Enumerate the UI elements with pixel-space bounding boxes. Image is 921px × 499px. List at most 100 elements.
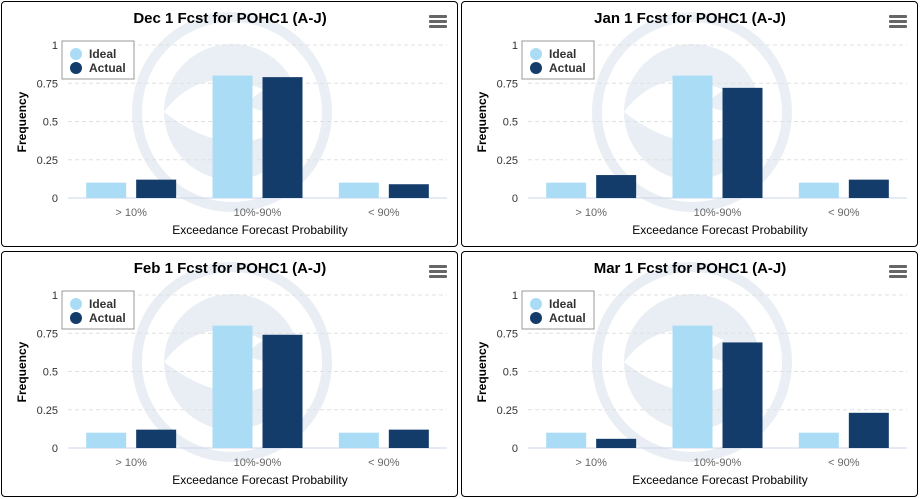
legend-label-actual: Actual — [89, 61, 126, 75]
bar-ideal-0 — [546, 432, 587, 448]
y-tick-label: 0.25 — [37, 155, 58, 167]
watermark-ring — [132, 12, 332, 212]
x-tick-label: 10%-90% — [694, 207, 742, 219]
y-tick-label: 0.5 — [503, 367, 518, 379]
x-axis-title: Exceedance Forecast Probability — [172, 473, 347, 487]
chart-panel-dec: 0 0.25 0.5 0.75 1 > 10% 10%-90% < 90% Dec 1 Fcst… — [1, 1, 458, 247]
bar-ideal-1 — [212, 75, 253, 198]
y-tick-label: 0.75 — [37, 78, 58, 90]
bar-actual-2 — [388, 429, 429, 448]
x-tick-label: 10%-90% — [694, 457, 742, 469]
legend-label-actual: Actual — [549, 311, 586, 325]
y-tick-label: 1 — [52, 40, 58, 52]
watermark-ring — [132, 262, 332, 462]
x-tick-label: < 90% — [368, 457, 400, 469]
legend-marker-actual — [70, 312, 82, 324]
bar-ideal-1 — [212, 325, 253, 448]
chart-svg: 0 0.25 0.5 0.75 1 > 10% 10%-90% < 90% Jan 1 Fcst… — [475, 10, 907, 237]
bar-ideal-0 — [546, 182, 587, 198]
legend-marker-ideal — [70, 48, 82, 60]
y-tick-label: 0 — [52, 193, 58, 205]
bar-ideal-0 — [86, 432, 127, 448]
y-tick-label: 0.75 — [497, 78, 518, 90]
legend-marker-actual — [530, 62, 542, 74]
legend-marker-ideal — [530, 298, 542, 310]
x-tick-label: 10%-90% — [234, 207, 282, 219]
bar-actual-1 — [262, 334, 303, 448]
bar-actual-0 — [136, 429, 177, 448]
y-tick-label: 0 — [512, 443, 518, 455]
x-tick-label: > 10% — [575, 457, 607, 469]
legend-label-ideal: Ideal — [549, 297, 576, 311]
chart-menu-button[interactable] — [889, 265, 907, 279]
bar-ideal-2 — [338, 182, 379, 198]
legend-marker-actual — [530, 312, 542, 324]
bar-ideal-2 — [798, 432, 839, 448]
y-axis-title: Frequency — [15, 91, 29, 152]
x-tick-label: < 90% — [828, 457, 860, 469]
y-axis-title: Frequency — [475, 91, 489, 152]
x-tick-label: > 10% — [575, 207, 607, 219]
y-tick-label: 0.5 — [43, 117, 58, 129]
x-tick-label: > 10% — [115, 207, 147, 219]
y-tick-label: 1 — [512, 290, 518, 302]
x-axis-title: Exceedance Forecast Probability — [632, 473, 807, 487]
chart-svg: 0 0.25 0.5 0.75 1 > 10% 10%-90% < 90% Mar 1 Fcst… — [475, 260, 907, 487]
chart-panel-jan: 0 0.25 0.5 0.75 1 > 10% 10%-90% < 90% Jan 1 Fcst… — [461, 1, 918, 247]
y-tick-label: 0 — [512, 193, 518, 205]
chart-menu-button[interactable] — [429, 265, 447, 279]
bar-actual-2 — [388, 184, 429, 198]
legend-marker-actual — [70, 62, 82, 74]
chart-menu-button[interactable] — [889, 15, 907, 29]
y-tick-label: 0.75 — [37, 328, 58, 340]
bar-actual-2 — [848, 412, 889, 448]
legend-label-actual: Actual — [549, 61, 586, 75]
bar-ideal-0 — [86, 182, 127, 198]
bar-actual-1 — [262, 77, 303, 198]
bar-actual-2 — [848, 179, 889, 198]
bar-actual-0 — [136, 179, 177, 198]
bar-ideal-2 — [338, 432, 379, 448]
bar-actual-1 — [722, 342, 763, 448]
x-tick-label: < 90% — [368, 207, 400, 219]
legend-marker-ideal — [530, 48, 542, 60]
chart-panel-feb: 0 0.25 0.5 0.75 1 > 10% 10%-90% < 90% Feb 1 Fcst… — [1, 251, 458, 497]
chart-title: Dec 1 Fcst for POHC1 (A-J) — [133, 10, 326, 27]
legend-label-actual: Actual — [89, 311, 126, 325]
chart-menu-button[interactable] — [429, 15, 447, 29]
bar-actual-0 — [596, 438, 637, 448]
y-tick-label: 0 — [52, 443, 58, 455]
y-tick-label: 0.5 — [503, 117, 518, 129]
legend-label-ideal: Ideal — [89, 47, 116, 61]
bar-ideal-1 — [672, 75, 713, 198]
bar-ideal-1 — [672, 325, 713, 448]
y-tick-label: 1 — [512, 40, 518, 52]
y-tick-label: 0.25 — [497, 405, 518, 417]
legend-label-ideal: Ideal — [549, 47, 576, 61]
watermark-ring — [592, 12, 792, 212]
bar-actual-1 — [722, 87, 763, 198]
y-axis-title: Frequency — [475, 341, 489, 402]
chart-svg: 0 0.25 0.5 0.75 1 > 10% 10%-90% < 90% Feb 1 Fcst… — [15, 260, 447, 487]
chart-title: Jan 1 Fcst for POHC1 (A-J) — [594, 10, 786, 27]
chart-title: Mar 1 Fcst for POHC1 (A-J) — [594, 260, 787, 277]
x-tick-label: < 90% — [828, 207, 860, 219]
y-tick-label: 0.25 — [497, 155, 518, 167]
chart-title: Feb 1 Fcst for POHC1 (A-J) — [134, 260, 327, 277]
bar-actual-0 — [596, 175, 637, 198]
x-axis-title: Exceedance Forecast Probability — [172, 223, 347, 237]
y-tick-label: 0.5 — [43, 367, 58, 379]
legend-label-ideal: Ideal — [89, 297, 116, 311]
y-tick-label: 1 — [52, 290, 58, 302]
y-tick-label: 0.75 — [497, 328, 518, 340]
x-tick-label: > 10% — [115, 457, 147, 469]
y-tick-label: 0.25 — [37, 405, 58, 417]
watermark-ring — [592, 262, 792, 462]
bar-ideal-2 — [798, 182, 839, 198]
y-axis-title: Frequency — [15, 341, 29, 402]
legend-marker-ideal — [70, 298, 82, 310]
